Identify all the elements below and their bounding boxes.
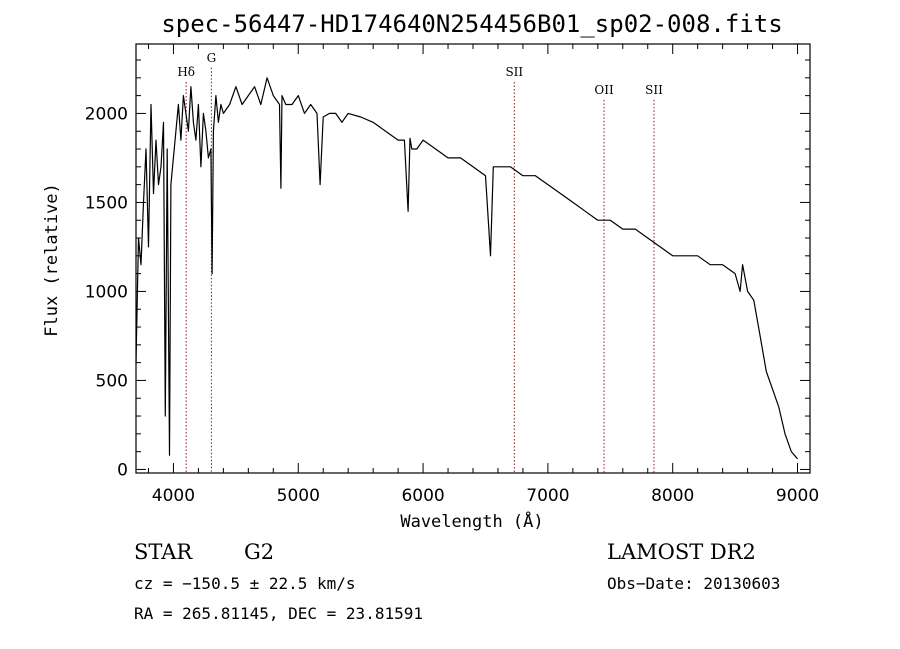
- spectral-line-labels: Hδ G SII OII SII: [177, 51, 663, 97]
- coordinates: RA = 265.81145, DEC = 23.81591: [134, 604, 423, 623]
- spectral-line-label: G: [207, 51, 217, 65]
- spectral-line-label: SII: [645, 83, 663, 97]
- x-tick-label: 5000: [277, 486, 320, 506]
- survey-name: LAMOST DR2: [607, 540, 756, 564]
- y-axis: 0 500 1000 1500 2000: [85, 59, 810, 480]
- spectrum-line: [135, 77, 798, 460]
- x-tick-label: 8000: [651, 486, 694, 506]
- spectral-line-label: SII: [505, 65, 523, 79]
- plot-frame: [135, 43, 811, 474]
- y-tick-label: 500: [96, 371, 128, 391]
- spectral-line-label: OII: [594, 83, 614, 97]
- y-tick-label: 0: [117, 460, 128, 480]
- x-tick-label: 4000: [152, 486, 195, 506]
- y-tick-label: 1000: [85, 282, 128, 302]
- spectral-line-markers: [185, 67, 655, 473]
- redshift-readout: cz = −150.5 ± 22.5 km/s: [134, 574, 356, 593]
- x-tick-label: 9000: [776, 486, 819, 506]
- x-tick-label: 7000: [526, 486, 569, 506]
- y-tick-label: 2000: [85, 104, 128, 124]
- y-axis-label: Flux (relative): [42, 183, 62, 337]
- chart-title: spec-56447-HD174640N254456B01_sp02-008.f…: [161, 10, 782, 38]
- y-tick-label: 1500: [85, 193, 128, 213]
- x-tick-label: 6000: [401, 486, 444, 506]
- spectral-line-label: Hδ: [177, 65, 195, 79]
- x-axis-label: Wavelength (Å): [400, 510, 543, 532]
- obs-date: Obs−Date: 20130603: [607, 574, 780, 593]
- object-subclass: G2: [244, 540, 274, 564]
- object-class: STAR: [134, 540, 193, 564]
- x-axis: 4000 5000 6000 7000 8000 9000: [147, 44, 819, 506]
